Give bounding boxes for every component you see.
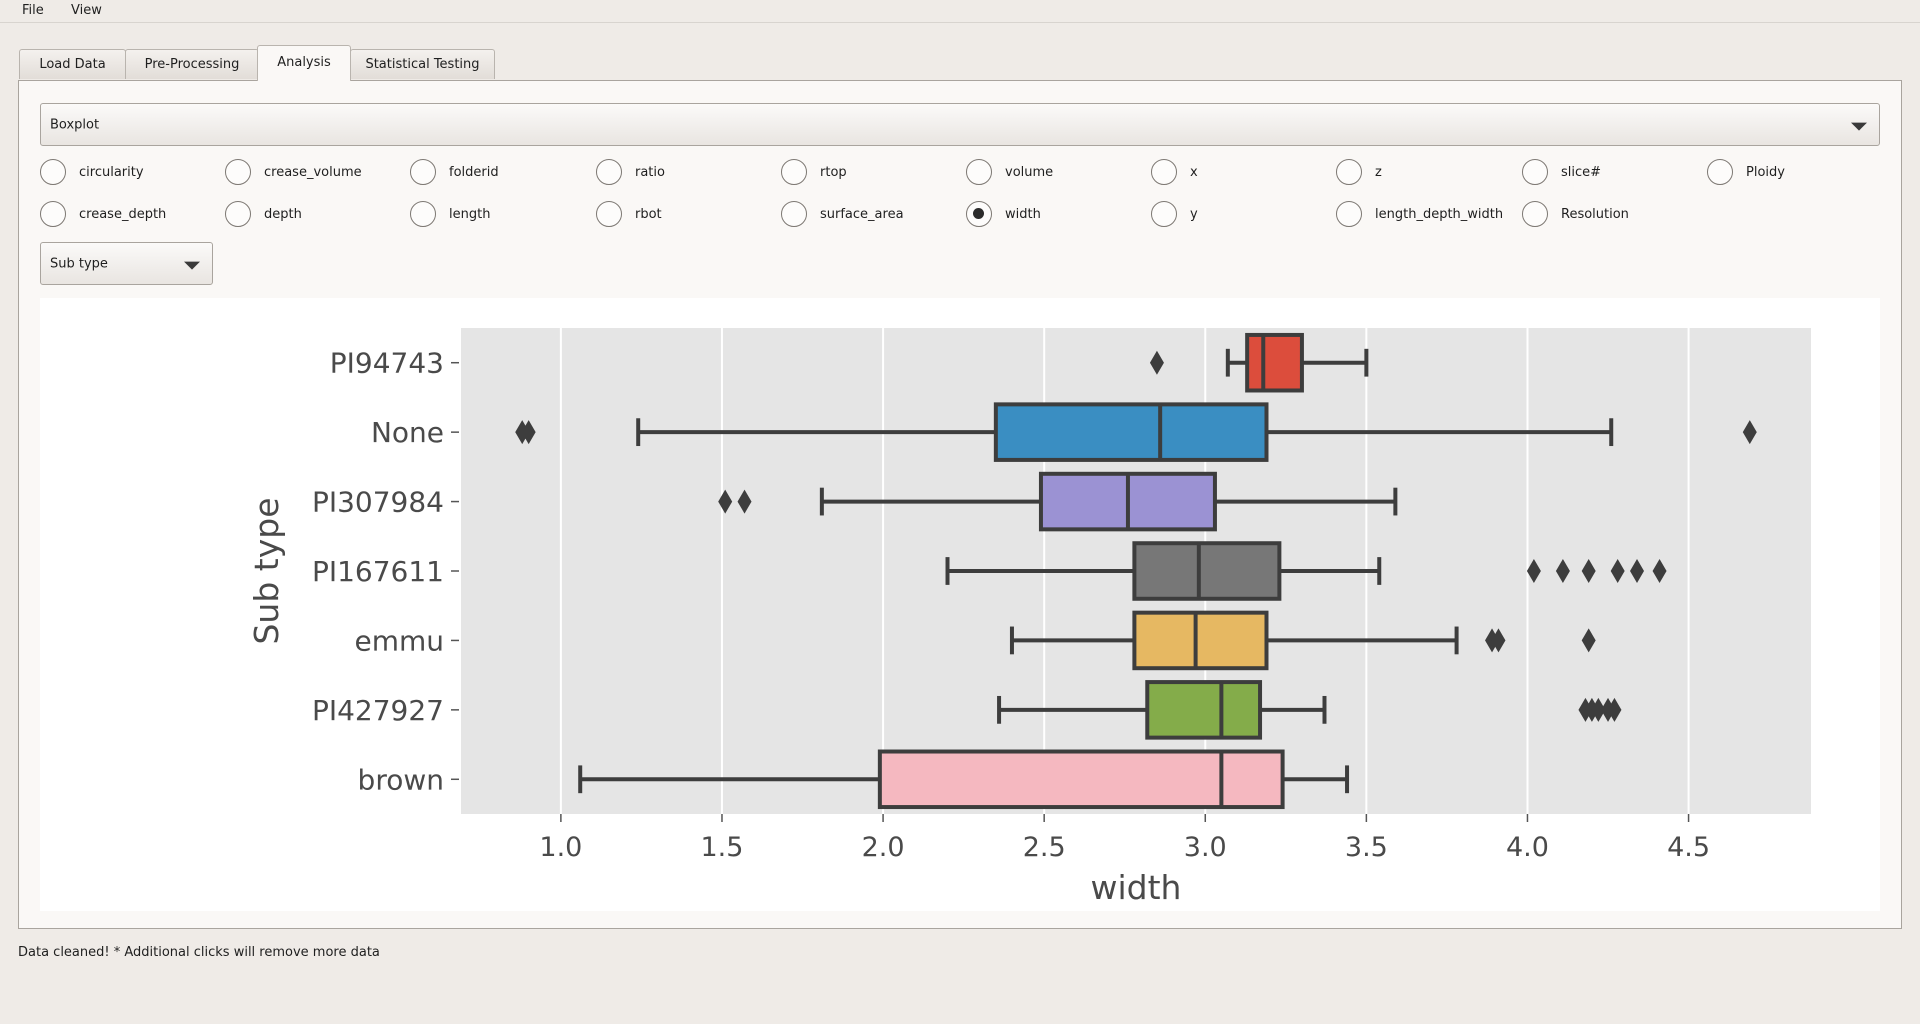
radio-unchecked-icon[interactable] [596,159,622,185]
outlier-marker [1607,697,1622,722]
menu-bar: File View [0,0,1920,23]
radio-unchecked-icon[interactable] [40,201,66,227]
outlier-marker [1581,628,1596,653]
plot-type-value: Boxplot [50,117,100,132]
y-tick-label: PI307984 [312,486,444,519]
radio-unchecked-icon[interactable] [781,159,807,185]
radio-label: circularity [79,165,144,180]
outlier-marker [1591,697,1606,722]
radio-unchecked-icon[interactable] [410,201,436,227]
outlier-marker [1742,420,1757,445]
outlier-marker [1526,559,1541,583]
tab-analysis[interactable]: Analysis [257,45,351,81]
radio-label: x [1190,165,1198,180]
y-tick-label: None [371,416,444,449]
radio-unchecked-icon[interactable] [225,201,251,227]
radio-unchecked-icon[interactable] [410,159,436,185]
radio-unchecked-icon[interactable] [966,159,992,185]
box-pi94743 [1245,332,1304,393]
radio-label: crease_volume [264,165,362,180]
chevron-down-icon [1851,122,1867,131]
x-tick-label: 1.5 [701,832,744,863]
plot-canvas: 1.0 1.5 2.0 2.5 3.0 3.5 4.0 4.5 PI94743 None PI307… [40,298,1880,911]
box-emmu [1132,610,1269,671]
radio-unchecked-icon[interactable] [1707,159,1733,185]
y-axis-label: Sub type [247,497,286,644]
group-by-select[interactable]: Sub type [40,242,213,285]
box-brown [877,749,1285,810]
outlier-marker [1491,628,1506,653]
group-by-value: Sub type [50,256,108,271]
radio-label: crease_depth [79,207,167,222]
x-axis-label: width [1091,868,1182,907]
chevron-down-icon [184,261,200,270]
radio-checked-icon[interactable] [966,201,992,227]
y-tick-label: brown [358,763,444,796]
radio-label: y [1190,207,1198,222]
radio-unchecked-icon[interactable] [1151,201,1177,227]
y-tick-label: PI167611 [312,555,444,588]
radio-unchecked-icon[interactable] [1151,159,1177,185]
radio-unchecked-icon[interactable] [1522,159,1548,185]
status-message: Data cleaned! * Additional clicks will r… [18,945,380,960]
radio-label: length_depth_width [1375,207,1504,222]
radio-label: surface_area [820,207,904,222]
radio-label: depth [264,207,302,222]
radio-label: folderid [449,165,499,180]
radio-label: Ploidy [1746,165,1785,180]
tab-load-data[interactable]: Load Data [19,49,126,79]
y-tick-label: PI94743 [330,347,444,380]
box-pi167611 [1132,541,1282,601]
outlier-marker [1630,559,1645,583]
radio-label: length [449,207,491,222]
menu-view[interactable]: View [71,3,102,18]
x-tick-label: 4.5 [1667,832,1710,863]
radio-unchecked-icon[interactable] [1336,201,1362,227]
x-tick-label: 2.5 [1023,832,1066,863]
tab-pre-processing[interactable]: Pre-Processing [125,49,259,79]
outlier-marker [1652,559,1667,583]
outlier-marker [737,489,752,514]
tab-statistical-testing[interactable]: Statistical Testing [350,49,495,79]
radio-label: volume [1005,165,1054,180]
radio-label: Resolution [1561,207,1629,222]
outlier-marker [1610,559,1625,583]
radio-label: z [1375,165,1382,180]
y-tick-label: PI427927 [312,694,444,727]
radio-unchecked-icon[interactable] [1336,159,1362,185]
outlier-marker [718,489,733,514]
radio-unchecked-icon[interactable] [40,159,66,185]
outlier-marker [521,420,536,445]
outlier-marker [1149,350,1164,375]
x-tick-label: 3.5 [1345,832,1388,863]
x-tick-label: 3.0 [1184,832,1227,863]
menu-file[interactable]: File [22,3,44,18]
box-pi427927 [1145,680,1263,740]
radio-unchecked-icon[interactable] [225,159,251,185]
x-tick-label: 1.0 [539,832,582,863]
boxplot-chart: 1.0 1.5 2.0 2.5 3.0 3.5 4.0 4.5 PI94743 None PI307… [247,328,1811,907]
outlier-marker [1555,559,1570,583]
x-tick-label: 4.0 [1506,832,1549,863]
outlier-marker [1581,559,1596,583]
box-none [993,402,1269,462]
radio-unchecked-icon[interactable] [781,201,807,227]
radio-unchecked-icon[interactable] [596,201,622,227]
x-tick-label: 2.0 [862,832,905,863]
radio-label: rbot [635,207,662,222]
radio-label: width [1005,207,1041,222]
radio-label: rtop [820,165,847,180]
y-tick-label: emmu [354,624,444,657]
radio-label: ratio [635,165,665,180]
radio-unchecked-icon[interactable] [1522,201,1548,227]
radio-label: slice# [1561,165,1602,180]
plot-type-select[interactable]: Boxplot [40,103,1880,146]
